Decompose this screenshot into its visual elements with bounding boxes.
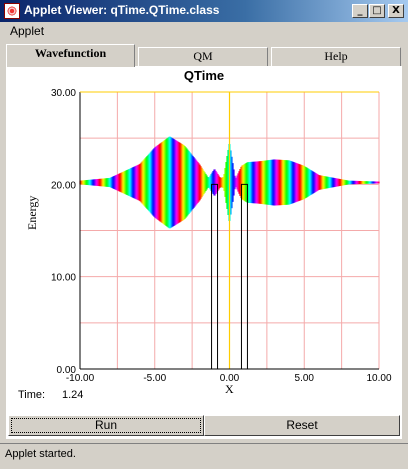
x-axis-label: X [225, 382, 234, 396]
maximize-button[interactable]: □ [369, 4, 385, 18]
y-axis-label: Energy [25, 195, 39, 230]
window-title: Applet Viewer: qTime.QTime.class [24, 3, 220, 17]
time-value: 1.24 [62, 389, 84, 401]
chart-title: QTime [183, 68, 225, 83]
reset-button[interactable]: Reset [204, 415, 400, 436]
menubar: Applet [0, 22, 408, 41]
menu-applet[interactable]: Applet [10, 24, 45, 38]
run-button[interactable]: Run [8, 415, 204, 436]
close-button[interactable]: X [388, 4, 404, 18]
minimize-button[interactable]: _ [352, 4, 368, 18]
status-text: Applet started. [5, 448, 76, 460]
tab-help[interactable]: Help [271, 47, 401, 67]
window-titlebar: Applet Viewer: qTime.QTime.class _ □ X [0, 0, 408, 22]
applet-icon [4, 3, 20, 19]
statusbar: Applet started. [0, 443, 408, 469]
wavefunction-panel: QTime [6, 66, 402, 439]
time-label: Time: [18, 389, 46, 401]
tab-wavefunction[interactable]: Wavefunction [6, 44, 135, 67]
tab-qm[interactable]: QM [138, 47, 268, 67]
